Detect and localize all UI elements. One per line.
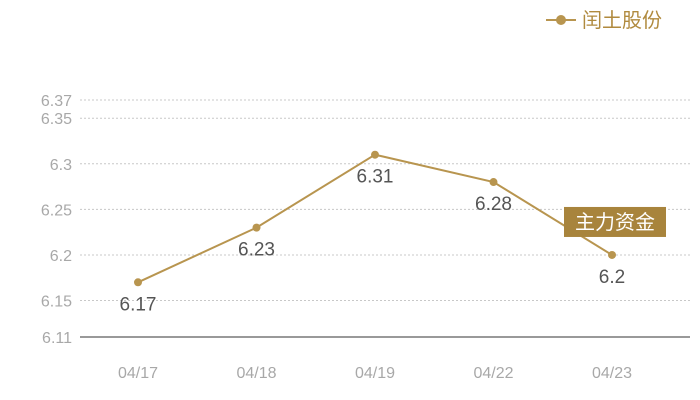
data-point[interactable] [489,178,498,187]
annotation-tag-label: 主力资金 [575,211,655,234]
x-tick-label: 04/19 [355,365,395,382]
y-tick-label: 6.3 [50,157,72,174]
y-tick-label: 6.35 [41,111,72,128]
y-tick-label: 6.25 [41,202,72,219]
data-point[interactable] [252,223,261,232]
y-tick-label: 6.15 [41,294,72,311]
y-tick-label: 6.11 [42,330,72,347]
x-tick-label: 04/23 [592,365,632,382]
legend[interactable]: 闰土股份 [546,9,662,32]
data-labels: 6.17 6.23 6.31 6.28 6.2 [120,167,626,316]
data-label: 6.17 [120,294,157,315]
x-tick-label: 04/17 [118,365,158,382]
data-label: 6.23 [238,240,275,261]
legend-dot-icon [556,15,566,25]
x-tick-label: 04/22 [473,365,513,382]
data-label: 6.28 [475,194,512,215]
x-tick-label: 04/18 [236,365,276,382]
annotation-tag[interactable]: 主力资金 [564,206,666,237]
data-points [134,150,616,287]
annotation-tag-bg [564,206,666,237]
legend-label: 闰土股份 [582,9,662,32]
x-axis-ticks: 04/17 04/18 04/19 04/22 04/23 [118,365,632,382]
data-point[interactable] [608,250,616,259]
data-point[interactable] [134,278,142,287]
grid [80,99,690,302]
y-axis-ticks: 6.376.35 6.3 6.25 6.2 6.15 6.11 [41,93,72,347]
y-tick-label: 6.37 [41,93,72,110]
data-label: 6.31 [357,167,394,188]
data-label: 6.2 [599,267,625,288]
y-tick-label: 6.2 [50,248,72,265]
data-point[interactable] [371,150,379,159]
